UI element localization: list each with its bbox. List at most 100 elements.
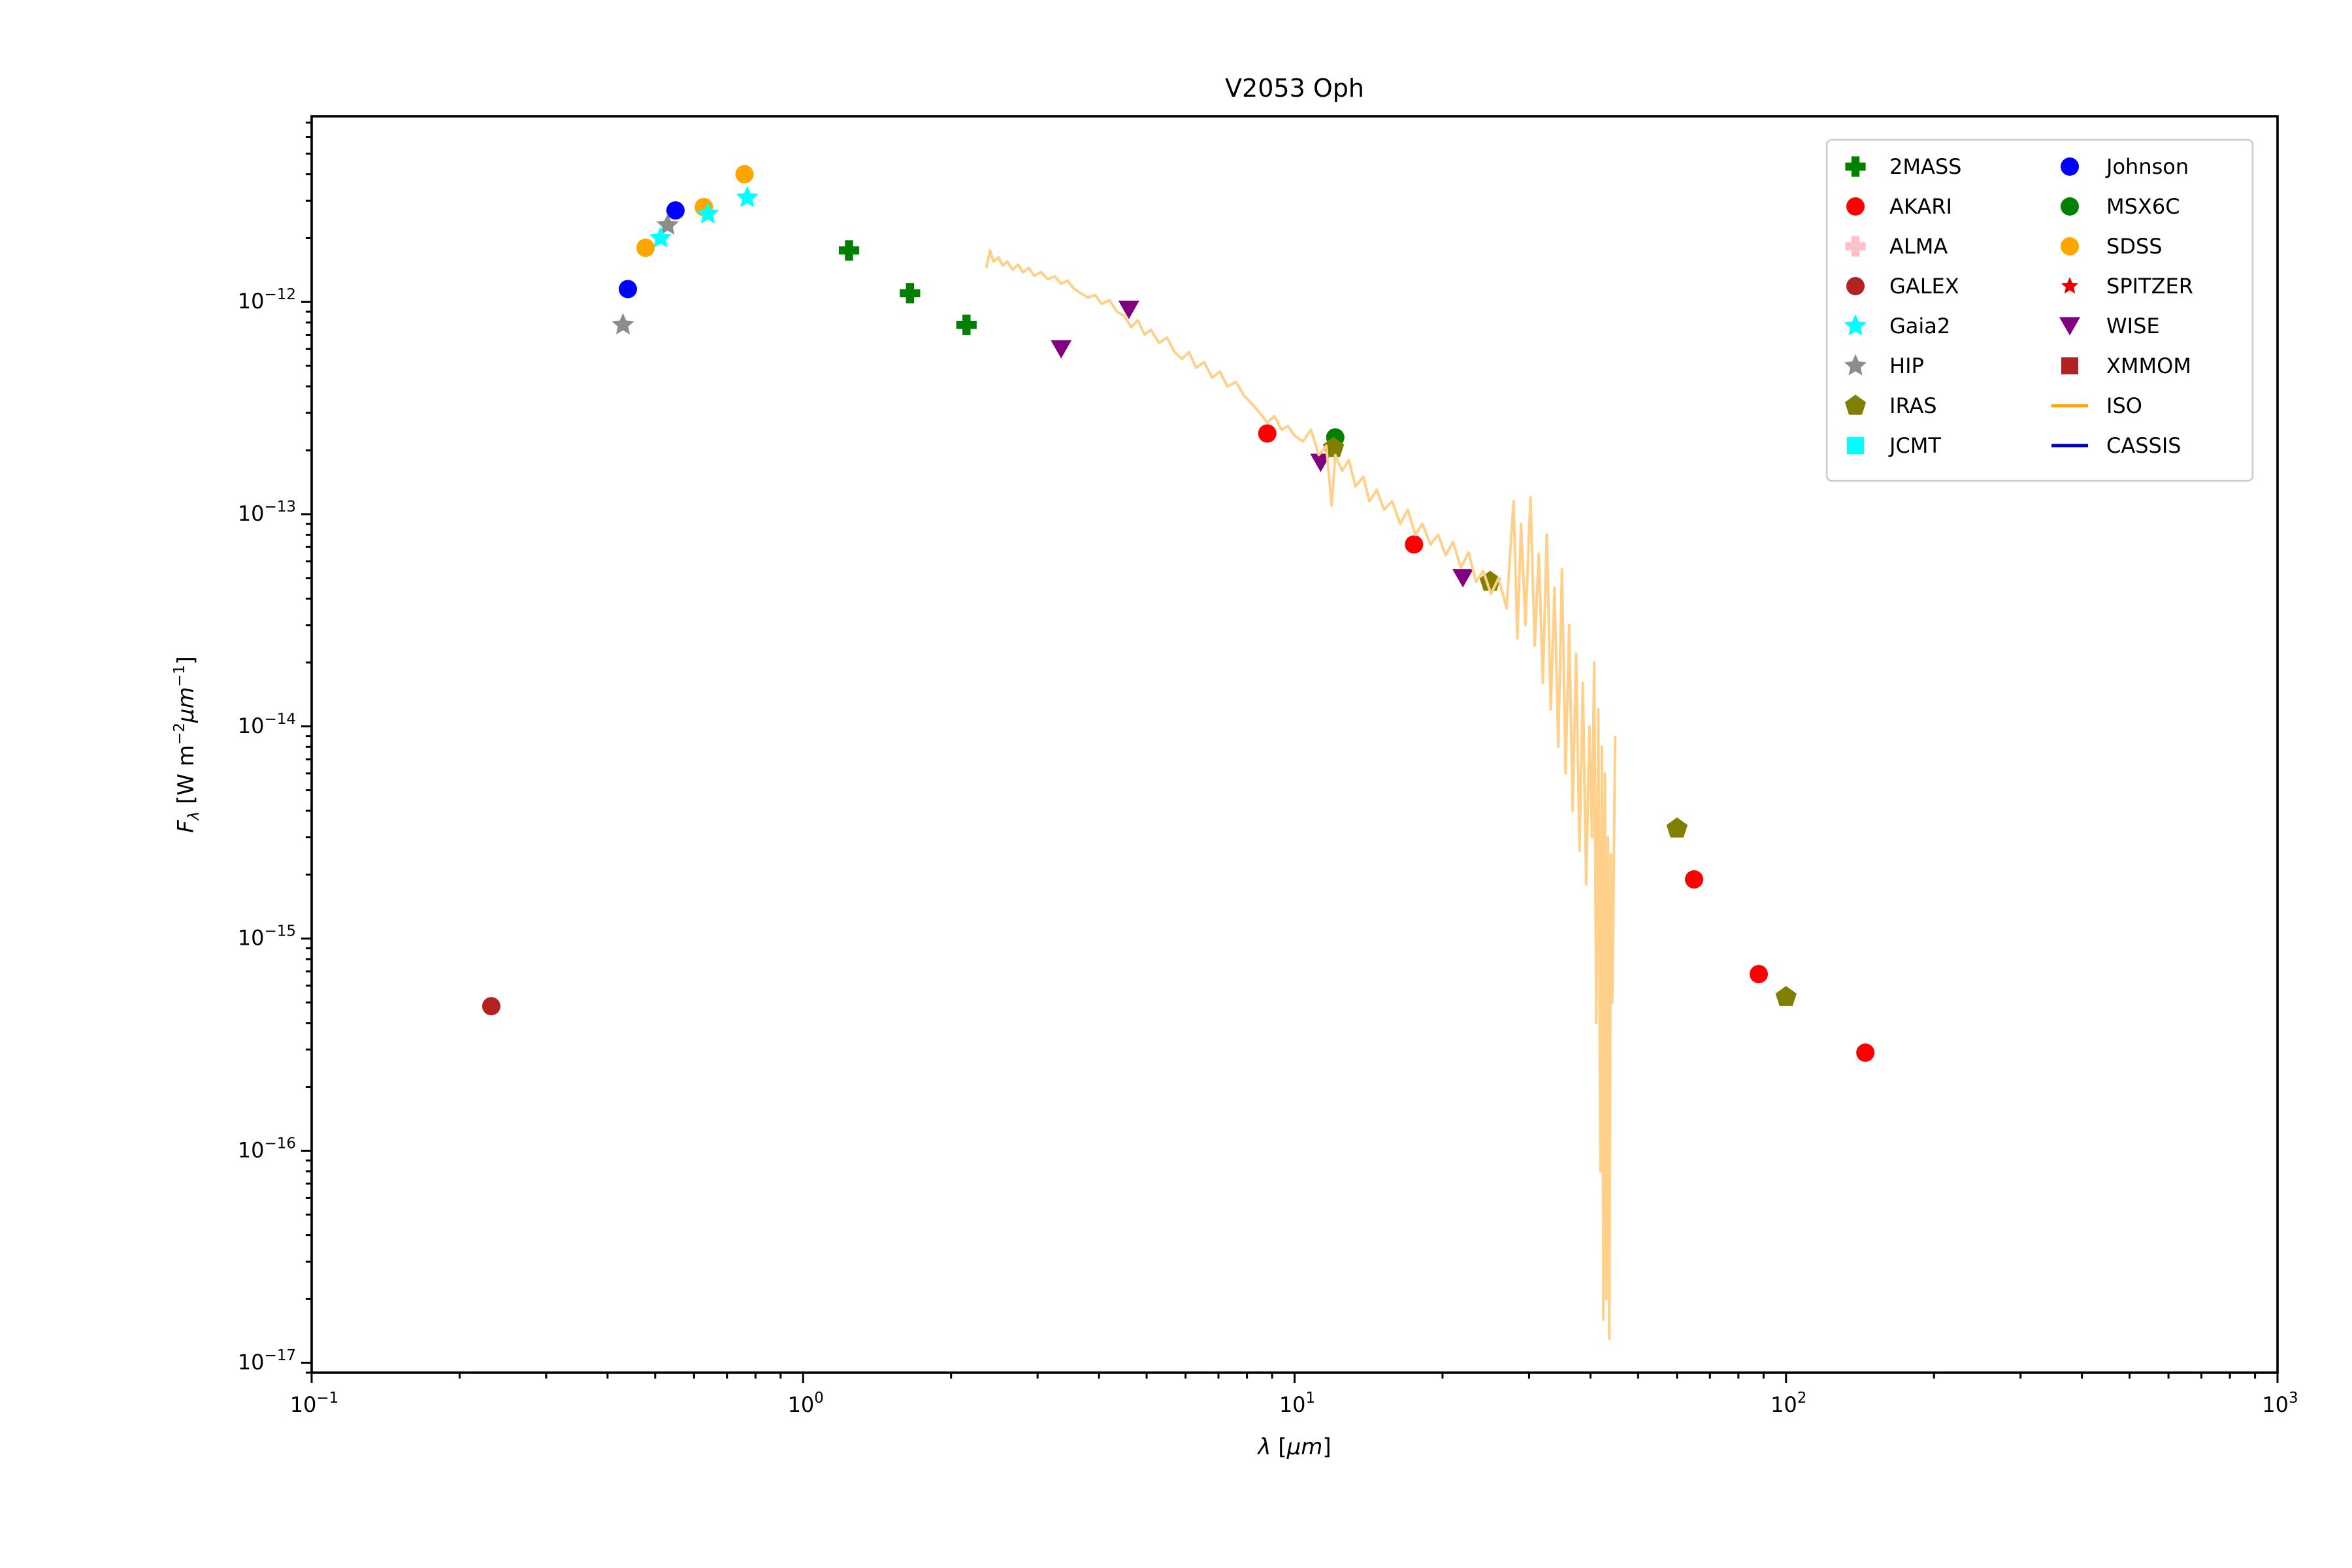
y-tick-label: 10−16 xyxy=(238,1135,296,1162)
plot-title: V2053 Oph xyxy=(1225,74,1364,103)
point-akari xyxy=(1856,1043,1875,1062)
point-hip xyxy=(612,313,634,335)
legend: 2MASS AKARI ALMA GALEX Gaia2 HIP IRAS JCMT Johns… xyxy=(1825,139,2254,482)
legend-label-iso: ISO xyxy=(2106,393,2142,418)
legend-label-2mass: 2MASS xyxy=(1889,154,1961,179)
x-tick-label: 102 xyxy=(1771,1390,1806,1417)
point-gaia2 xyxy=(696,202,719,223)
point-sdss xyxy=(636,238,655,257)
series-sdss xyxy=(636,165,754,257)
x-tick-label: 101 xyxy=(1279,1390,1315,1417)
series-wise xyxy=(1051,301,1474,588)
series-hip xyxy=(612,213,679,335)
legend-label-galex: GALEX xyxy=(1889,274,1959,299)
legend-marker-sdss xyxy=(2061,237,2079,255)
series-akari xyxy=(1258,424,1875,1062)
legend-label-johnson: Johnson xyxy=(2105,154,2189,179)
legend-label-gaia2: Gaia2 xyxy=(1889,314,1950,338)
point-akari xyxy=(1405,535,1424,554)
y-tick-label: 10−12 xyxy=(238,286,296,314)
legend-label-hip: HIP xyxy=(1889,353,1924,378)
point-sdss xyxy=(735,165,754,184)
legend-label-wise: WISE xyxy=(2106,314,2160,338)
legend-marker-alma xyxy=(1845,236,1866,257)
point-wise xyxy=(1051,340,1072,359)
series-2mass xyxy=(838,240,977,335)
legend-item-hip: HIP xyxy=(1844,353,1924,378)
legend-item-jcmt: JCMT xyxy=(1847,433,1941,458)
legend-item-alma: ALMA xyxy=(1845,234,1948,259)
point-galex xyxy=(482,997,500,1016)
y-tick-label: 10−14 xyxy=(238,711,296,738)
legend-marker-wise xyxy=(2059,317,2080,336)
y-tick-label: 10−15 xyxy=(238,923,296,951)
point-wise xyxy=(1118,301,1139,319)
x-axis-label: λ [μm] xyxy=(1256,1434,1331,1460)
legend-item-iso: ISO xyxy=(2051,393,2142,418)
point-akari xyxy=(1749,964,1768,983)
legend-label-xmmom: XMMOM xyxy=(2106,353,2191,378)
legend-item-galex: GALEX xyxy=(1846,274,1959,299)
legend-item-cassis: CASSIS xyxy=(2051,433,2181,458)
legend-item-iras: IRAS xyxy=(1844,393,1937,418)
y-tick-label: 10−17 xyxy=(238,1347,296,1375)
y-axis-label-group: Fλ [W m−2μm−1] xyxy=(171,656,203,833)
legend-marker-xmmom xyxy=(2061,357,2078,374)
point-wise xyxy=(1310,453,1331,472)
legend-marker-gaia2 xyxy=(1844,314,1867,336)
legend-label-alma: ALMA xyxy=(1889,234,1948,259)
legend-label-jcmt: JCMT xyxy=(1888,433,1941,458)
legend-marker-hip xyxy=(1844,354,1867,376)
x-tick-label: 10−1 xyxy=(290,1390,339,1417)
legend-marker-akari xyxy=(1846,197,1865,216)
legend-item-gaia2: Gaia2 xyxy=(1844,314,1950,338)
y-tick-label: 10−13 xyxy=(238,498,296,526)
legend-item-johnson: Johnson xyxy=(2061,154,2189,179)
legend-marker-jcmt xyxy=(1847,437,1864,454)
point-iras xyxy=(1322,436,1345,457)
point-johnson xyxy=(619,280,638,299)
legend-marker-galex xyxy=(1846,277,1865,295)
legend-box xyxy=(1825,139,2254,482)
legend-label-spitzer: SPITZER xyxy=(2106,274,2193,299)
point-gaia2 xyxy=(649,226,672,248)
legend-item-sdss: SDSS xyxy=(2061,234,2163,259)
legend-label-msx6c: MSX6C xyxy=(2106,194,2180,219)
point-wise xyxy=(1452,569,1474,588)
point-akari xyxy=(1685,870,1704,889)
point-hip xyxy=(656,213,679,235)
legend-label-iras: IRAS xyxy=(1889,393,1937,418)
legend-label-akari: AKARI xyxy=(1889,194,1952,219)
legend-marker-2mass xyxy=(1845,156,1866,177)
legend-marker-spitzer xyxy=(2061,277,2079,294)
series-galex xyxy=(482,997,500,1016)
spectrum-line-iso xyxy=(985,249,1617,1341)
point-gaia2 xyxy=(736,186,759,208)
legend-marker-iras xyxy=(1844,395,1867,415)
legend-item-msx6c: MSX6C xyxy=(2061,194,2180,219)
legend-label-sdss: SDSS xyxy=(2106,234,2163,259)
point-akari xyxy=(1258,424,1277,443)
series-iso xyxy=(985,249,1617,1341)
legend-item-wise: WISE xyxy=(2059,314,2160,338)
point-2mass xyxy=(900,283,921,304)
legend-marker-johnson xyxy=(2061,157,2079,176)
legend-item-xmmom: XMMOM xyxy=(2061,353,2191,378)
point-2mass xyxy=(838,240,860,261)
series-gaia2 xyxy=(649,186,759,248)
series-johnson xyxy=(619,201,685,299)
ticks xyxy=(301,122,2279,1383)
legend-item-spitzer: SPITZER xyxy=(2061,274,2193,299)
legend-marker-msx6c xyxy=(2061,197,2079,216)
series-iras xyxy=(1322,436,1797,1006)
x-tick-label: 103 xyxy=(2262,1390,2298,1417)
legend-label-cassis: CASSIS xyxy=(2106,433,2181,458)
point-2mass xyxy=(956,314,977,335)
legend-item-2mass: 2MASS xyxy=(1845,154,1961,179)
legend-item-akari: AKARI xyxy=(1846,194,1952,219)
x-tick-label: 100 xyxy=(788,1390,824,1417)
point-johnson xyxy=(666,201,685,220)
point-iras xyxy=(1666,817,1688,838)
